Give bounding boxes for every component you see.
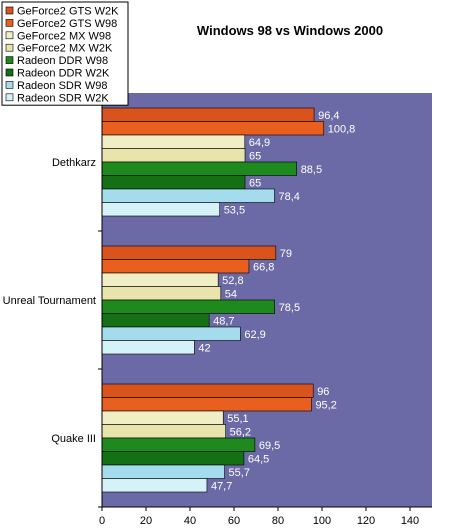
data-label: 64,9 — [249, 137, 270, 149]
x-tick-label: 120 — [357, 515, 375, 527]
data-label: 96 — [317, 386, 329, 398]
data-label: 42 — [198, 342, 210, 354]
data-label: 66,8 — [253, 261, 274, 273]
bar — [101, 478, 208, 493]
x-tick-label: 60 — [228, 515, 240, 527]
legend-swatch — [5, 93, 14, 102]
category-label: Quake III — [51, 433, 96, 445]
data-label: 47,7 — [211, 480, 232, 492]
legend-entry: Radeon SDR W98 — [17, 80, 108, 92]
bar — [101, 245, 277, 260]
chart-title: Windows 98 vs Windows 2000 — [197, 23, 383, 38]
data-label: 95,2 — [315, 399, 336, 411]
legend-entry: Radeon DDR W98 — [17, 55, 108, 67]
data-label: 69,5 — [259, 440, 280, 452]
bar — [101, 188, 275, 203]
legend-swatch — [5, 31, 14, 40]
data-label: 55,1 — [227, 413, 248, 425]
data-label: 96,4 — [318, 110, 339, 122]
bar — [101, 464, 225, 479]
data-label: 78,5 — [279, 302, 300, 314]
data-label: 62,9 — [244, 329, 265, 341]
legend-entry: Radeon SDR W2K — [17, 92, 109, 104]
x-tick-label: 20 — [140, 515, 152, 527]
bar — [101, 272, 219, 287]
bar — [101, 121, 325, 136]
bar — [101, 299, 275, 314]
category-label: Unreal Tournament — [3, 295, 96, 307]
axes-group: Dethkarz Unreal Tournament Quake III 0 20 40 6… — [3, 92, 432, 527]
legend-entry: Radeon DDR W2K — [17, 68, 110, 80]
x-tick-label: 100 — [313, 515, 331, 527]
data-label: 65 — [249, 177, 261, 189]
value-labels-group: 96,4100,864,96588,56578,453,57966,852,85… — [198, 110, 355, 493]
bar — [101, 286, 222, 301]
x-tick-label: 0 — [99, 515, 105, 527]
data-label: 100,8 — [328, 123, 356, 135]
legend-swatch — [5, 43, 14, 52]
bar — [101, 161, 297, 176]
data-label: 79 — [280, 248, 292, 260]
bar — [101, 259, 250, 274]
legend-swatch — [5, 56, 14, 64]
data-label: 55,7 — [229, 467, 250, 479]
bar — [101, 313, 210, 328]
legend-swatch — [5, 68, 14, 77]
bar — [101, 397, 312, 412]
bar — [101, 451, 245, 466]
bar — [101, 202, 220, 217]
legend-swatch — [5, 19, 14, 27]
x-tick-label: 140 — [401, 515, 419, 527]
legend-entry: GeForce2 GTS W98 — [17, 18, 117, 30]
bar — [101, 424, 226, 439]
data-label: 48,7 — [213, 315, 234, 327]
legend-swatch — [5, 6, 14, 15]
data-label: 54 — [225, 288, 237, 300]
data-label: 53,5 — [224, 204, 245, 216]
legend-box — [1, 1, 129, 106]
legend-swatch — [5, 81, 14, 89]
data-label: 88,5 — [301, 164, 322, 176]
bar — [101, 134, 246, 149]
data-label: 78,4 — [278, 191, 299, 203]
legend-entry: GeForce2 GTS W2K — [17, 6, 119, 18]
data-label: 65 — [249, 150, 261, 162]
category-label: Dethkarz — [52, 157, 96, 169]
bar — [101, 148, 246, 163]
legend-entry: GeForce2 MX W98 — [17, 30, 111, 42]
bar — [101, 340, 195, 355]
legend-entry: GeForce2 MX W2K — [17, 43, 113, 55]
x-tick-label: 80 — [272, 515, 284, 527]
data-label: 56,2 — [230, 426, 251, 438]
data-label: 64,5 — [248, 453, 269, 465]
bar — [101, 175, 246, 190]
bar — [101, 410, 224, 425]
data-label: 52,8 — [222, 275, 243, 287]
bar — [101, 437, 256, 452]
bar — [101, 107, 315, 122]
x-tick-label: 40 — [184, 515, 196, 527]
bar — [101, 383, 314, 398]
bar — [101, 326, 241, 341]
